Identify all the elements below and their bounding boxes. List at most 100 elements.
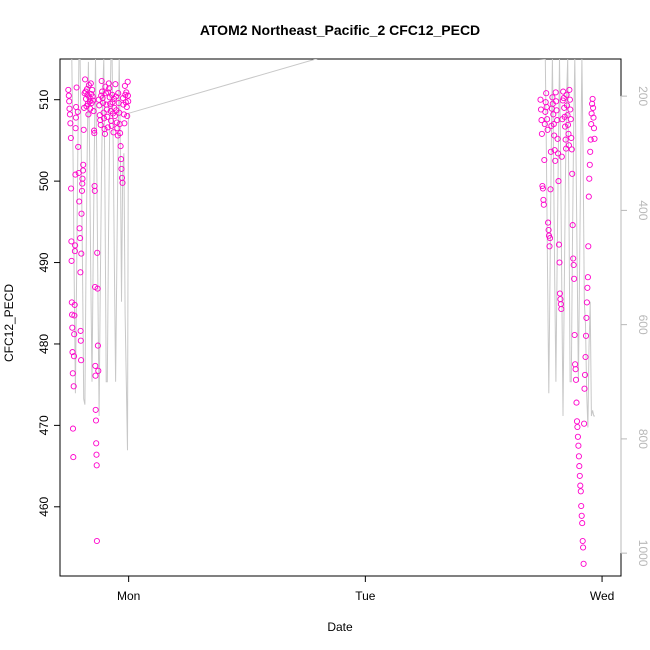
data-point: [547, 186, 554, 193]
data-point: [72, 125, 79, 132]
data-point: [108, 122, 115, 129]
data-point: [580, 560, 587, 567]
data-point: [570, 255, 577, 262]
data-point: [560, 88, 567, 95]
data-point: [566, 96, 573, 103]
right-tick-label: 400: [636, 200, 650, 220]
data-point: [102, 83, 109, 90]
data-point: [569, 170, 576, 177]
data-point: [587, 136, 594, 143]
data-point: [569, 222, 576, 229]
data-point: [553, 107, 560, 114]
data-point: [98, 77, 105, 85]
data-point: [555, 241, 563, 248]
data-point: [112, 81, 119, 88]
data-point: [93, 440, 100, 447]
data-point: [74, 108, 81, 115]
data-point: [69, 324, 76, 331]
data-point: [67, 120, 74, 127]
data-point: [104, 113, 111, 120]
data-point: [586, 161, 593, 168]
data-point: [571, 331, 578, 339]
data-point: [558, 305, 565, 313]
data-point: [578, 502, 585, 510]
data-point: [573, 399, 580, 406]
data-point: [567, 106, 574, 113]
data-point: [121, 120, 128, 127]
data-point: [69, 425, 77, 432]
data-point: [78, 187, 86, 194]
data-point: [90, 108, 97, 115]
data-point: [99, 88, 106, 95]
data-point: [584, 284, 591, 291]
data-point: [76, 225, 83, 232]
y-tick-label: 500: [37, 171, 51, 191]
data-point: [577, 482, 584, 489]
data-point: [119, 179, 126, 186]
data-point: [582, 353, 589, 361]
series-line: [71, 59, 595, 451]
data-point: [590, 114, 597, 121]
data-point: [565, 130, 572, 137]
x-axis-label: Date: [327, 620, 353, 634]
data-point: [77, 327, 84, 334]
data-point: [539, 185, 546, 192]
data-point: [80, 161, 87, 168]
data-point: [87, 80, 94, 87]
data-point: [583, 314, 590, 321]
data-point: [86, 98, 93, 105]
right-tick-label: 1000: [636, 540, 650, 567]
data-point: [77, 269, 84, 276]
data-point: [586, 175, 593, 182]
data-point: [100, 109, 107, 116]
data-point: [71, 248, 78, 255]
data-point: [75, 143, 82, 150]
data-point: [572, 361, 579, 368]
data-point: [94, 342, 101, 349]
data-point: [95, 367, 102, 374]
data-point: [78, 250, 85, 257]
data-point: [92, 372, 99, 379]
data-point: [117, 143, 124, 150]
x-tick-label: Tue: [355, 589, 376, 603]
data-point: [124, 92, 131, 99]
data-point: [568, 134, 575, 142]
data-point: [89, 86, 96, 93]
data-point: [103, 106, 110, 113]
y-axis-label: CFC12_PECD: [2, 284, 16, 362]
data-point: [71, 301, 78, 308]
y-tick-label: 460: [37, 496, 51, 516]
data-point: [68, 185, 75, 192]
data-point: [97, 121, 104, 128]
data-point: [549, 94, 556, 101]
data-point: [576, 472, 583, 479]
data-point: [541, 121, 548, 128]
data-point: [573, 418, 581, 425]
data-point: [541, 156, 548, 164]
right-tick-label: 200: [636, 86, 650, 106]
data-point: [118, 156, 125, 163]
chart-title: ATOM2 Northeast_Pacific_2 CFC12_PECD: [200, 22, 480, 38]
y-tick-label: 510: [37, 89, 51, 109]
data-point: [580, 544, 587, 551]
data-point: [543, 90, 550, 97]
data-point: [90, 97, 97, 104]
data-point: [65, 86, 72, 93]
axis-layer: 460 470 480 490 500 510 Mon Tue Wed 200 400 600 800 1…: [37, 86, 650, 603]
data-point: [85, 82, 92, 89]
data-point: [552, 157, 559, 164]
data-point: [91, 127, 98, 134]
data-point: [563, 91, 570, 98]
data-point: [574, 433, 581, 440]
data-point: [94, 285, 101, 292]
data-point: [70, 353, 78, 360]
data-point: [554, 150, 562, 157]
data-point: [581, 420, 588, 427]
data-point: [565, 142, 572, 149]
data-point: [68, 238, 75, 245]
data-point: [576, 463, 583, 470]
data-point: [69, 349, 76, 356]
data-point: [588, 121, 595, 128]
data-point: [575, 453, 582, 460]
data-point: [583, 299, 590, 306]
